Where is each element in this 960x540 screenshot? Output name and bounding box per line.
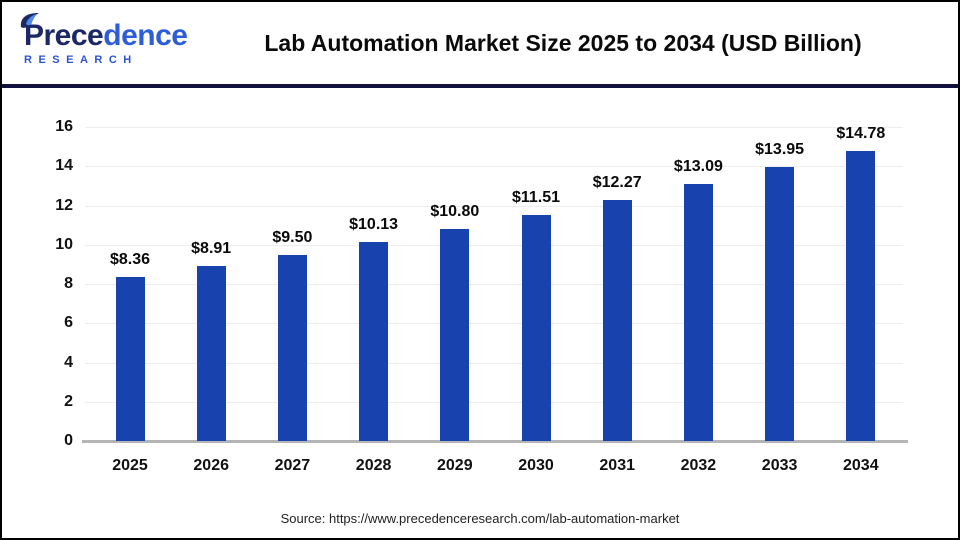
bar-value-label: $8.36 [109, 250, 151, 268]
page-title: Lab Automation Market Size 2025 to 2034 … [264, 29, 862, 56]
gridline [85, 323, 903, 325]
bar-2031 [602, 200, 632, 441]
bar-value-label: $11.51 [511, 189, 561, 207]
x-axis-tick-label: 2028 [355, 457, 392, 474]
gridline [85, 244, 903, 246]
y-axis-tick-label: 12 [55, 196, 73, 214]
leaf-icon [20, 12, 39, 28]
x-axis-tick-label: 2025 [112, 457, 148, 474]
bar-value-label: $10.80 [430, 203, 480, 221]
gridline [85, 362, 903, 364]
y-axis-tick-label: 2 [64, 392, 73, 410]
bar-2030 [521, 215, 551, 441]
bar-value-label: $9.50 [272, 228, 313, 246]
bar-2034 [846, 150, 876, 441]
gridline [85, 166, 903, 168]
x-axis-tick-label: 2029 [437, 457, 473, 474]
bar-value-label: $12.27 [592, 174, 642, 192]
gridline [85, 127, 903, 128]
x-axis-tick-label: 2031 [599, 457, 635, 474]
bar-2033 [765, 167, 795, 441]
x-axis-line [82, 440, 908, 443]
gridline [85, 284, 903, 285]
bar-2029 [440, 229, 470, 441]
bar-2027 [277, 254, 307, 441]
bar-2026 [196, 266, 226, 441]
bar-2025 [115, 276, 145, 441]
logo-subtitle: RESEARCH [24, 53, 138, 66]
y-axis-tick-label: 0 [64, 432, 73, 449]
y-axis-tick-label: 6 [64, 314, 73, 332]
bar-value-label: $14.78 [836, 124, 886, 142]
logo-text-part2: dence [103, 18, 188, 52]
logo-text-part1: Prece [24, 18, 104, 52]
y-axis-tick-label: 14 [55, 157, 73, 175]
y-axis-tick-label: 4 [64, 353, 73, 371]
gridline [85, 205, 903, 207]
y-axis-tick-label: 10 [55, 235, 73, 253]
source-citation: Source: https://www.precedenceresearch.c… [280, 511, 680, 526]
y-axis-tick-label: 16 [55, 118, 73, 135]
bar-value-label: $13.95 [755, 141, 805, 159]
x-axis-tick-label: 2030 [518, 457, 554, 474]
x-axis-tick-label: 2026 [193, 457, 229, 474]
bar-2032 [683, 184, 713, 441]
bar-value-label: $13.09 [673, 158, 723, 176]
logo-wordmark: Precedence [20, 12, 188, 52]
header: Precedence RESEARCH Lab Automation Marke… [2, 2, 958, 84]
y-axis-tick-label: 8 [64, 275, 73, 292]
x-axis-tick-label: 2027 [274, 457, 311, 474]
bar-value-label: $10.13 [349, 216, 399, 234]
x-axis-tick-label: 2034 [843, 457, 879, 474]
gridline [85, 401, 903, 403]
bar-value-label: $8.91 [191, 240, 232, 258]
precedence-research-logo: Precedence RESEARCH [20, 12, 188, 66]
x-axis-tick-label: 2033 [761, 457, 798, 474]
bar-2028 [359, 242, 389, 441]
header-divider [2, 84, 958, 88]
x-axis-tick-label: 2032 [680, 457, 717, 474]
